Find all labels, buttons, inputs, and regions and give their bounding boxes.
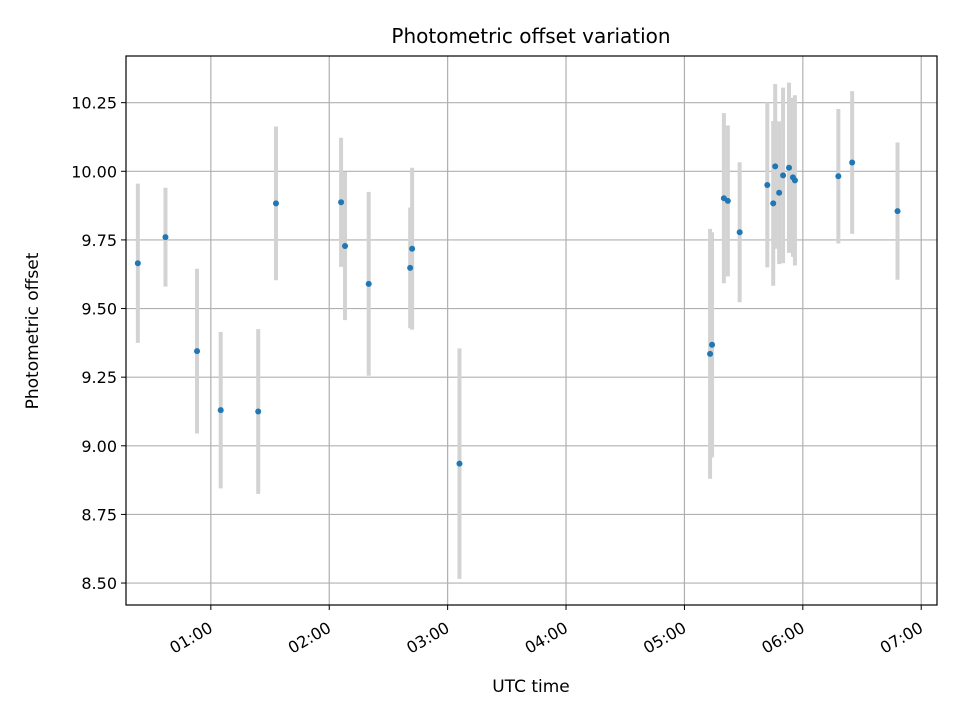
chart-title: Photometric offset variation — [391, 24, 670, 48]
y-axis-title: Photometric offset — [23, 252, 43, 409]
data-point — [724, 197, 731, 204]
data-point — [776, 189, 783, 196]
data-point — [194, 348, 201, 355]
data-point — [365, 280, 372, 287]
data-points — [134, 159, 901, 467]
data-point — [791, 177, 798, 184]
data-point — [407, 264, 414, 271]
data-point — [709, 341, 716, 348]
grid — [126, 56, 937, 605]
y-tick-label: 8.50 — [81, 574, 117, 593]
y-tick-label: 9.50 — [81, 300, 117, 319]
data-point — [786, 164, 793, 171]
y-tick-label: 8.75 — [81, 505, 117, 524]
data-point — [849, 159, 856, 166]
data-point — [409, 245, 416, 252]
data-point — [134, 260, 141, 267]
data-point — [894, 208, 901, 215]
plot-area-frame — [125, 55, 938, 606]
data-point — [780, 172, 787, 179]
data-point — [162, 234, 169, 241]
data-point — [764, 182, 771, 189]
data-point — [255, 408, 262, 415]
data-point — [338, 199, 345, 206]
y-tick-label: 10.00 — [71, 162, 117, 181]
y-tick-label: 9.75 — [81, 231, 117, 250]
data-point — [772, 163, 779, 170]
x-axis-title: UTC time — [492, 677, 570, 697]
data-point — [835, 173, 842, 180]
data-point — [342, 242, 349, 249]
data-point — [707, 350, 714, 357]
data-point — [217, 407, 224, 414]
data-point — [272, 200, 279, 207]
y-tick-label: 9.00 — [81, 437, 117, 456]
data-point — [456, 460, 463, 467]
data-point — [736, 229, 743, 236]
y-tick-label: 9.25 — [81, 368, 117, 387]
y-tick-label: 10.25 — [71, 94, 117, 113]
data-point — [770, 200, 777, 207]
